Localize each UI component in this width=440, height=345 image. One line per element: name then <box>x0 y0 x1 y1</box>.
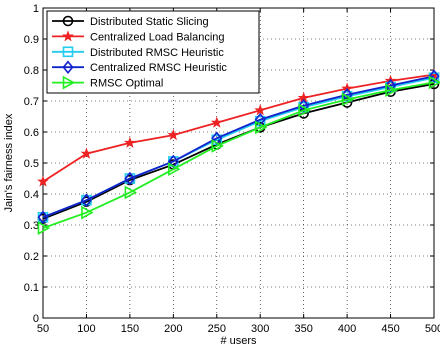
legend-entry-0: Distributed Static Slicing <box>52 15 209 28</box>
data-point <box>124 171 136 186</box>
star-shape <box>167 128 180 141</box>
x-tick-label: 200 <box>164 323 182 335</box>
y-tick-label: 0 <box>33 313 39 325</box>
data-point <box>211 139 224 153</box>
x-tick-label: 50 <box>37 323 49 335</box>
legend-entry-4: RMSC Optimal <box>52 75 163 90</box>
data-point <box>341 92 355 107</box>
star-shape <box>124 136 136 148</box>
y-tick-label: 0.3 <box>24 220 39 232</box>
y-tick-label: 0.4 <box>24 189 39 201</box>
legend-swatch-marker <box>62 75 76 90</box>
data-point <box>385 83 398 98</box>
y-tick-label: 0.7 <box>24 96 39 108</box>
data-point <box>80 147 93 159</box>
legend-swatch-marker <box>62 46 74 58</box>
data-point <box>37 175 49 187</box>
data-point <box>210 116 223 128</box>
legend-label: RMSC Optimal <box>90 78 163 90</box>
y-tick-label: 0.6 <box>24 127 39 139</box>
data-point <box>167 128 180 141</box>
data-point <box>428 69 440 83</box>
data-point <box>124 136 136 148</box>
y-tick-label: 0.8 <box>24 65 39 77</box>
star-shape <box>254 104 267 116</box>
y-tick-label: 0.2 <box>24 251 39 263</box>
legend-swatch-marker <box>62 15 74 27</box>
legend-swatch-marker <box>62 60 74 74</box>
series-4 <box>37 75 440 235</box>
x-tick-label: 100 <box>77 323 95 335</box>
y-tick-label: 1 <box>33 3 39 15</box>
legend-entry-3: Centralized RMSC Heuristic <box>52 60 227 74</box>
series-group <box>37 68 440 235</box>
series-line <box>42 76 435 219</box>
axis-ticks: 50 100 150 200 250 300 350 400 450 500 0 0.1 0.2 0.3 0… <box>24 3 440 335</box>
legend-swatch-marker <box>62 30 74 42</box>
series-line <box>42 81 435 229</box>
x-tick-label: 450 <box>381 323 399 335</box>
series-line <box>42 83 435 220</box>
star-shape <box>37 175 49 187</box>
legend-entry-1: Centralized Load Balancing <box>52 30 225 43</box>
star-shape <box>62 30 74 42</box>
data-point <box>254 104 267 116</box>
x-tick-label: 250 <box>208 323 226 335</box>
y-tick-label: 0.1 <box>24 282 39 294</box>
star-shape <box>210 116 223 128</box>
y-tick-label: 0.5 <box>24 158 39 170</box>
data-point <box>37 210 49 225</box>
x-tick-label: 350 <box>294 323 312 335</box>
legend-label: Distributed RMSC Heuristic <box>90 47 224 59</box>
series-line <box>42 73 435 183</box>
y-axis-label: Jain's fairness index <box>3 113 15 212</box>
data-point <box>298 103 311 118</box>
data-point <box>81 205 94 220</box>
x-tick-label: 400 <box>338 323 356 335</box>
x-tick-label: 500 <box>425 323 440 335</box>
series-line <box>42 75 435 219</box>
x-axis-label: # users <box>220 335 257 345</box>
legend-label: Centralized Load Balancing <box>90 31 225 43</box>
data-point <box>37 221 51 235</box>
data-point <box>168 162 181 177</box>
legend-label: Distributed Static Slicing <box>90 16 209 28</box>
data-point <box>428 75 440 90</box>
legend: Distributed Static Slicing Centralized Lo… <box>46 10 260 94</box>
legend-label: Centralized RMSC Heuristic <box>90 62 227 74</box>
x-tick-label: 150 <box>121 323 139 335</box>
legend-entry-2: Distributed RMSC Heuristic <box>52 46 224 59</box>
data-point <box>254 120 268 135</box>
data-point <box>124 185 138 200</box>
data-point <box>80 193 92 207</box>
y-tick-label: 0.9 <box>24 34 39 46</box>
star-shape <box>80 147 93 159</box>
x-tick-label: 300 <box>251 323 269 335</box>
